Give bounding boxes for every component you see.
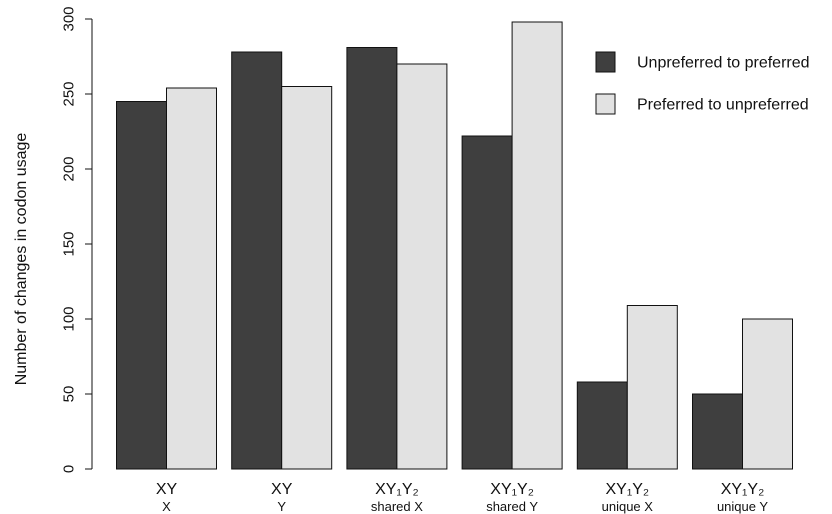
bar-preferred-to-unpreferred	[626, 305, 678, 470]
bar-unpreferred-to-preferred	[116, 101, 167, 470]
x-category-sublabel: X	[162, 499, 171, 514]
x-category-label: XY	[156, 481, 178, 498]
legend-label: Unpreferred to preferred	[637, 55, 810, 72]
bar-unpreferred-to-preferred	[692, 393, 743, 470]
x-category-sublabel: unique Y	[717, 499, 768, 514]
y-axis-title: Number of changes in codon usage	[13, 133, 30, 386]
x-category-sublabel: Y	[277, 499, 286, 514]
legend-label: Preferred to unpreferred	[637, 97, 809, 114]
bar-unpreferred-to-preferred	[231, 51, 283, 470]
y-tick-label: 250	[60, 81, 77, 106]
bar-preferred-to-unpreferred	[511, 21, 563, 470]
x-category-label: XY₁Y₂	[375, 481, 419, 498]
bar-unpreferred-to-preferred	[346, 47, 398, 470]
x-category-sublabel: shared Y	[486, 499, 538, 514]
legend-swatch	[595, 51, 616, 73]
x-category-sublabel: unique X	[602, 499, 654, 514]
y-tick-label: 50	[60, 386, 77, 403]
y-tick-label: 300	[60, 6, 77, 31]
bars	[116, 21, 793, 470]
y-axis: 0 50 100 150 200 250 300	[60, 6, 93, 473]
legend-swatch	[595, 93, 616, 115]
x-category-label: XY₁Y₂	[490, 481, 534, 498]
x-category-label: XY₁Y₂	[605, 481, 649, 498]
y-tick-label: 150	[60, 231, 77, 256]
bar-preferred-to-unpreferred	[396, 63, 448, 470]
bar-preferred-to-unpreferred	[166, 87, 217, 470]
bar-preferred-to-unpreferred	[742, 318, 793, 470]
x-category-label: XY₁Y₂	[721, 481, 765, 498]
y-tick-label: 200	[60, 156, 77, 181]
y-tick-label: 100	[60, 306, 77, 331]
y-tick-label: 0	[60, 465, 77, 473]
legend: Unpreferred to preferred Preferred to unp…	[595, 51, 810, 115]
x-category-label: XY	[271, 481, 293, 498]
x-category-sublabel: shared X	[371, 499, 423, 514]
bar-unpreferred-to-preferred	[461, 135, 513, 470]
bar-unpreferred-to-preferred	[576, 381, 628, 470]
bar-preferred-to-unpreferred	[281, 86, 333, 470]
